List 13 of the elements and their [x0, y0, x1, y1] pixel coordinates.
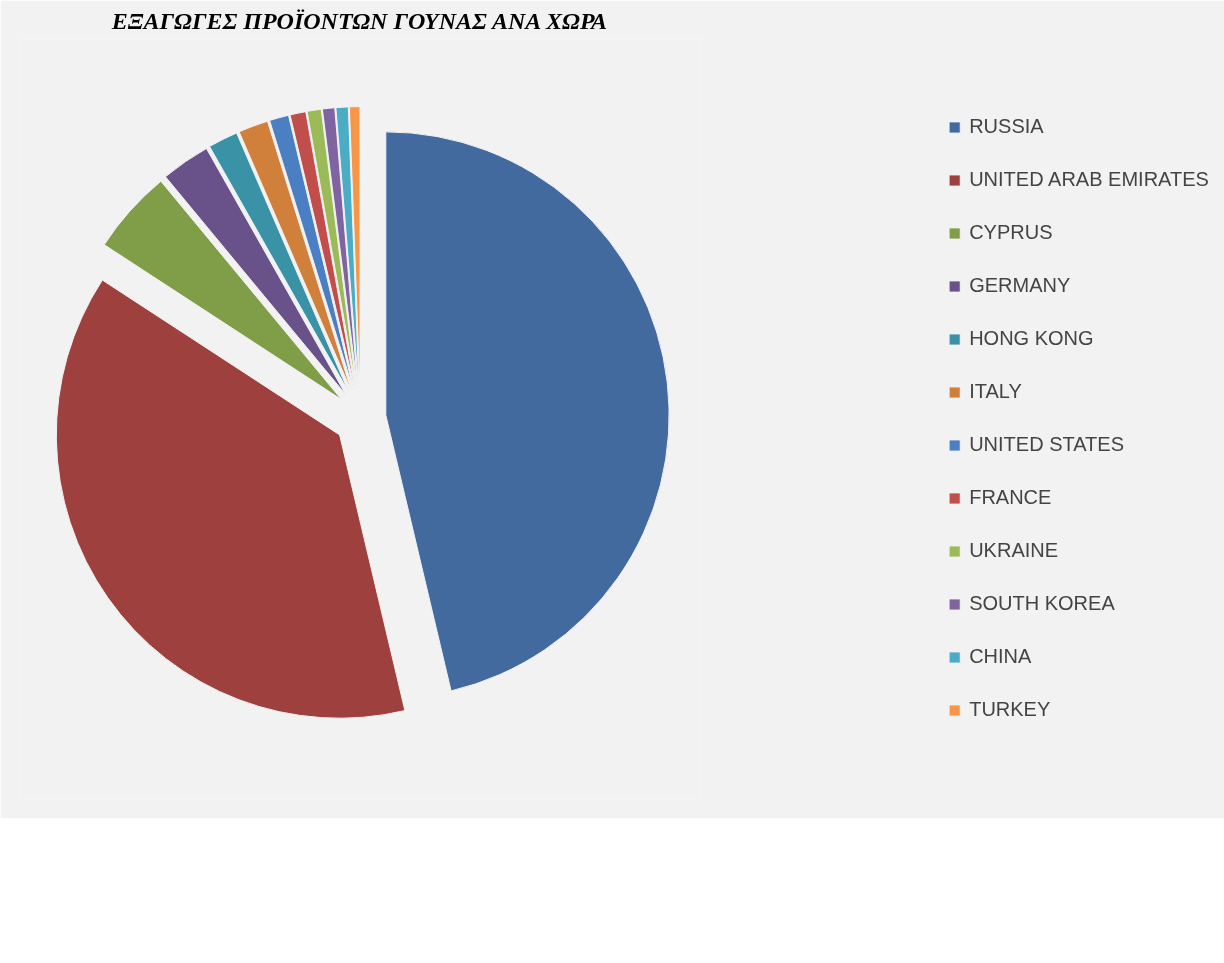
legend-label: GERMANY	[969, 274, 1071, 297]
legend-label: HONG KONG	[969, 327, 1094, 350]
legend-label: UNITED STATES	[969, 433, 1124, 456]
legend-label: FRANCE	[969, 486, 1052, 509]
legend-label: TURKEY	[969, 698, 1051, 721]
legend-label: SOUTH KOREA	[969, 592, 1115, 615]
legend-label: ITALY	[969, 380, 1022, 403]
legend-label: RUSSIA	[969, 115, 1044, 138]
legend-label: CHINA	[969, 645, 1032, 668]
chart-title: ΕΞΑΓΩΓΕΣ ΠΡΟΪΟΝΤΩΝ ΓΟΥΝΑΣ ΑΝΑ ΧΩΡΑ	[110, 7, 608, 34]
legend-label: UNITED ARAB EMIRATES	[969, 168, 1209, 191]
legend-label: CYPRUS	[969, 221, 1053, 244]
legend-label: UKRAINE	[969, 539, 1059, 562]
